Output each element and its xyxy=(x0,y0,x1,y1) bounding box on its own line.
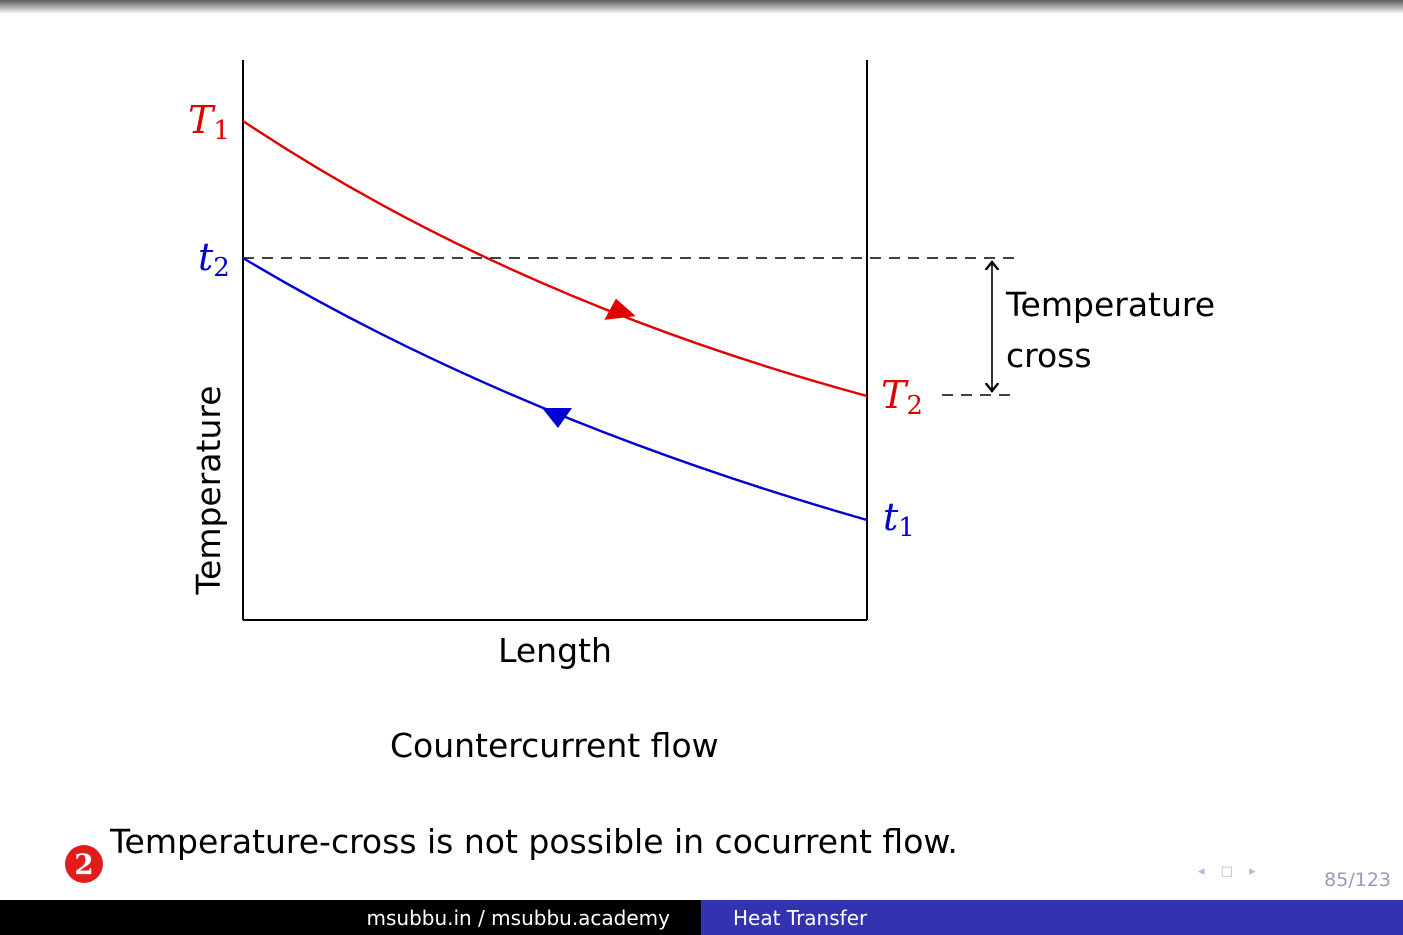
cold-fluid-curve xyxy=(242,256,868,522)
numbered-bullet-icon: 2 xyxy=(65,845,103,883)
cold-inlet-label: t1 xyxy=(883,495,915,543)
x-axis-label: Length xyxy=(498,631,612,670)
hot-fluid-curve xyxy=(242,120,868,398)
svg-text:2: 2 xyxy=(74,848,93,881)
footer-site: msubbu.in / msubbu.academy xyxy=(0,900,701,935)
y-axis-label: Temperature xyxy=(189,385,228,595)
hot-flow-arrowhead xyxy=(604,298,636,320)
cold-outlet-label: t2 xyxy=(198,235,230,283)
cold-flow-arrowhead xyxy=(542,408,572,428)
hot-outlet-label: T2 xyxy=(881,373,923,421)
temperature-cross-label-2: cross xyxy=(1006,336,1092,375)
hot-inlet-label: T1 xyxy=(188,98,230,146)
top-shade xyxy=(0,0,1403,14)
page-number: 85/123 xyxy=(1324,869,1391,891)
temperature-cross-label-1: Temperature xyxy=(1005,285,1215,324)
note-text: Temperature-cross is not possible in coc… xyxy=(110,822,958,861)
diagram-caption: Countercurrent flow xyxy=(390,726,719,765)
countercurrent-diagram: T1 t2 T2 t1 Temperature cross Temperatur… xyxy=(188,60,1215,670)
footer-bar: msubbu.in / msubbu.academy Heat Transfer xyxy=(0,900,1403,935)
slide-nav-controls[interactable]: ◂ □ ▸ xyxy=(1198,864,1262,879)
footer-title: Heat Transfer xyxy=(701,900,1403,935)
